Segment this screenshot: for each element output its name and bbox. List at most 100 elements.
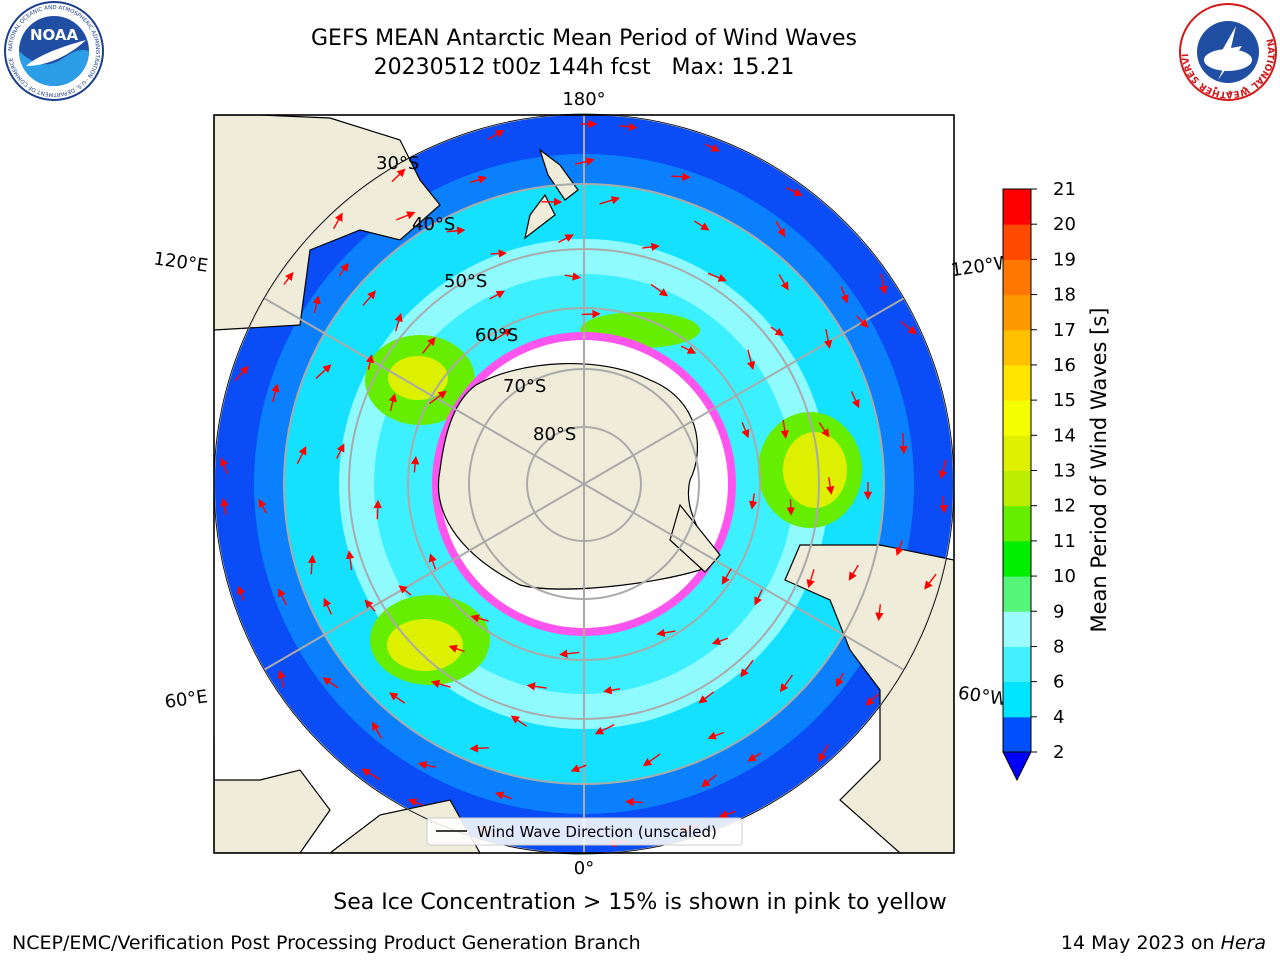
lon-label-180: 180° bbox=[562, 89, 605, 110]
wave-direction-arrow bbox=[564, 272, 582, 281]
wave-direction-arrow bbox=[388, 393, 397, 412]
map-legend: Wind Wave Direction (unscaled) bbox=[426, 817, 743, 846]
lon-label-120e: 120°E bbox=[152, 248, 209, 276]
lat-label-70s: 70°S bbox=[503, 376, 546, 397]
wave-direction-arrow bbox=[865, 693, 879, 706]
noaa-logo: NATIONAL OCEANIC AND ATMOSPHERIC ADMINIS… bbox=[4, 1, 104, 101]
wave-direction-arrow bbox=[705, 143, 720, 152]
wave-direction-arrow bbox=[826, 477, 835, 495]
wave-direction-arrow bbox=[656, 628, 676, 638]
wave-direction-arrow bbox=[322, 677, 339, 689]
wave-direction-arrow bbox=[559, 649, 580, 658]
wave-direction-arrow bbox=[345, 550, 355, 571]
wave-direction-arrow bbox=[770, 326, 784, 336]
wave-direction-arrow bbox=[850, 391, 860, 409]
wave-direction-arrow bbox=[323, 597, 332, 615]
wave-direction-arrow bbox=[428, 553, 437, 570]
wave-direction-arrow bbox=[394, 312, 403, 332]
wave-direction-arrow bbox=[711, 637, 729, 646]
noaa-logo-text: NOAA bbox=[30, 26, 79, 44]
wave-direction-arrow bbox=[856, 315, 869, 328]
wave-direction-arrow bbox=[642, 242, 660, 252]
wave-direction-arrow bbox=[277, 669, 286, 688]
lon-label-60w: 60°W bbox=[957, 683, 1009, 711]
wave-direction-arrow bbox=[469, 744, 489, 753]
lon-label-60e: 60°E bbox=[163, 686, 209, 713]
wave-direction-arrow bbox=[398, 585, 412, 596]
wave-direction-arrow bbox=[408, 798, 424, 807]
wave-direction-arrow bbox=[362, 290, 376, 306]
wave-direction-arrow bbox=[307, 554, 317, 575]
wave-direction-arrow bbox=[879, 273, 888, 295]
sea-ice-caption: Sea Ice Concentration > 15% is shown in … bbox=[333, 890, 947, 915]
wave-direction-arrow bbox=[875, 604, 884, 622]
wave-direction-arrow bbox=[429, 390, 447, 405]
wave-direction-arrow bbox=[840, 286, 849, 304]
wave-direction-arrow bbox=[575, 157, 595, 166]
wave-direction-arrow bbox=[336, 443, 345, 459]
wave-direction-arrow bbox=[581, 309, 601, 319]
wave-direction-arrow bbox=[848, 564, 859, 581]
wave-direction-arrow bbox=[693, 220, 710, 231]
wave-direction-arrow bbox=[470, 175, 488, 184]
wave-direction-arrow bbox=[220, 497, 229, 515]
wave-direction-arrow bbox=[603, 686, 621, 695]
wave-direction-arrow bbox=[389, 692, 406, 704]
wave-direction-arrow bbox=[786, 499, 795, 516]
chart-subtitle: 20230512 t00z 144h fcst Max: 15.21 bbox=[373, 55, 795, 80]
wave-direction-arrow bbox=[278, 588, 287, 606]
wave-direction-arrow bbox=[448, 644, 465, 653]
wave-direction-arrow bbox=[410, 455, 420, 473]
wave-direction-arrow bbox=[391, 168, 406, 183]
wave-direction-arrow bbox=[775, 221, 786, 238]
wave-direction-arrow bbox=[741, 422, 750, 439]
wave-direction-arrow bbox=[900, 320, 917, 335]
wave-direction-arrow bbox=[778, 274, 789, 291]
wave-direction-arrow bbox=[680, 345, 697, 354]
wind-wave-direction-arrows bbox=[220, 119, 948, 847]
wave-direction-arrow bbox=[779, 674, 794, 693]
legend-label: Wind Wave Direction (unscaled) bbox=[477, 823, 717, 841]
wave-direction-arrow bbox=[747, 349, 756, 370]
footer-date-text: 14 May 2023 on bbox=[1060, 932, 1221, 954]
wave-direction-arrow bbox=[619, 122, 638, 131]
nws-logo: NATIONAL WEATHER SERVICE bbox=[1176, 2, 1277, 101]
wave-direction-arrow bbox=[315, 364, 332, 379]
wave-direction-arrow bbox=[570, 764, 587, 773]
wave-direction-arrow bbox=[707, 272, 727, 282]
wave-direction-arrow bbox=[493, 328, 513, 341]
wave-direction-arrow bbox=[526, 682, 547, 691]
wave-direction-arrow bbox=[296, 446, 307, 465]
wave-direction-arrow bbox=[835, 672, 844, 688]
wave-direction-arrow bbox=[594, 724, 615, 735]
wave-direction-arrow bbox=[625, 797, 643, 807]
wave-direction-arrow bbox=[487, 130, 505, 140]
footer-branch: NCEP/EMC/Verification Post Processing Pr… bbox=[12, 932, 641, 954]
wave-direction-arrow bbox=[333, 212, 343, 230]
wave-direction-arrow bbox=[258, 498, 267, 514]
wave-direction-arrow bbox=[707, 731, 724, 740]
wave-direction-arrow bbox=[418, 761, 436, 770]
wave-direction-arrow bbox=[721, 568, 732, 585]
wave-direction-arrow bbox=[365, 354, 375, 370]
wave-direction-arrow bbox=[701, 774, 717, 788]
lat-label-30s: 30°S bbox=[376, 153, 419, 174]
wave-direction-arrow bbox=[558, 234, 574, 243]
wave-direction-arrow bbox=[338, 262, 349, 276]
lat-label-50s: 50°S bbox=[444, 271, 487, 292]
lon-label-120w: 120°W bbox=[949, 252, 1013, 281]
wave-direction-arrow bbox=[599, 196, 621, 205]
chart-title: GEFS MEAN Antarctic Mean Period of Wind … bbox=[311, 26, 857, 51]
wave-direction-arrow bbox=[642, 753, 661, 767]
wave-direction-arrow bbox=[495, 791, 513, 800]
footer-date: 14 May 2023 on Hera bbox=[1061, 932, 1266, 954]
lon-label-0: 0° bbox=[574, 858, 594, 879]
wave-direction-arrow bbox=[818, 422, 830, 438]
wave-direction-arrow bbox=[371, 721, 382, 739]
wave-direction-arrow bbox=[924, 573, 937, 590]
wave-direction-arrow bbox=[818, 744, 829, 762]
wave-direction-arrow bbox=[650, 283, 669, 297]
wave-direction-arrow bbox=[824, 328, 833, 349]
wave-direction-arrow bbox=[446, 226, 466, 235]
